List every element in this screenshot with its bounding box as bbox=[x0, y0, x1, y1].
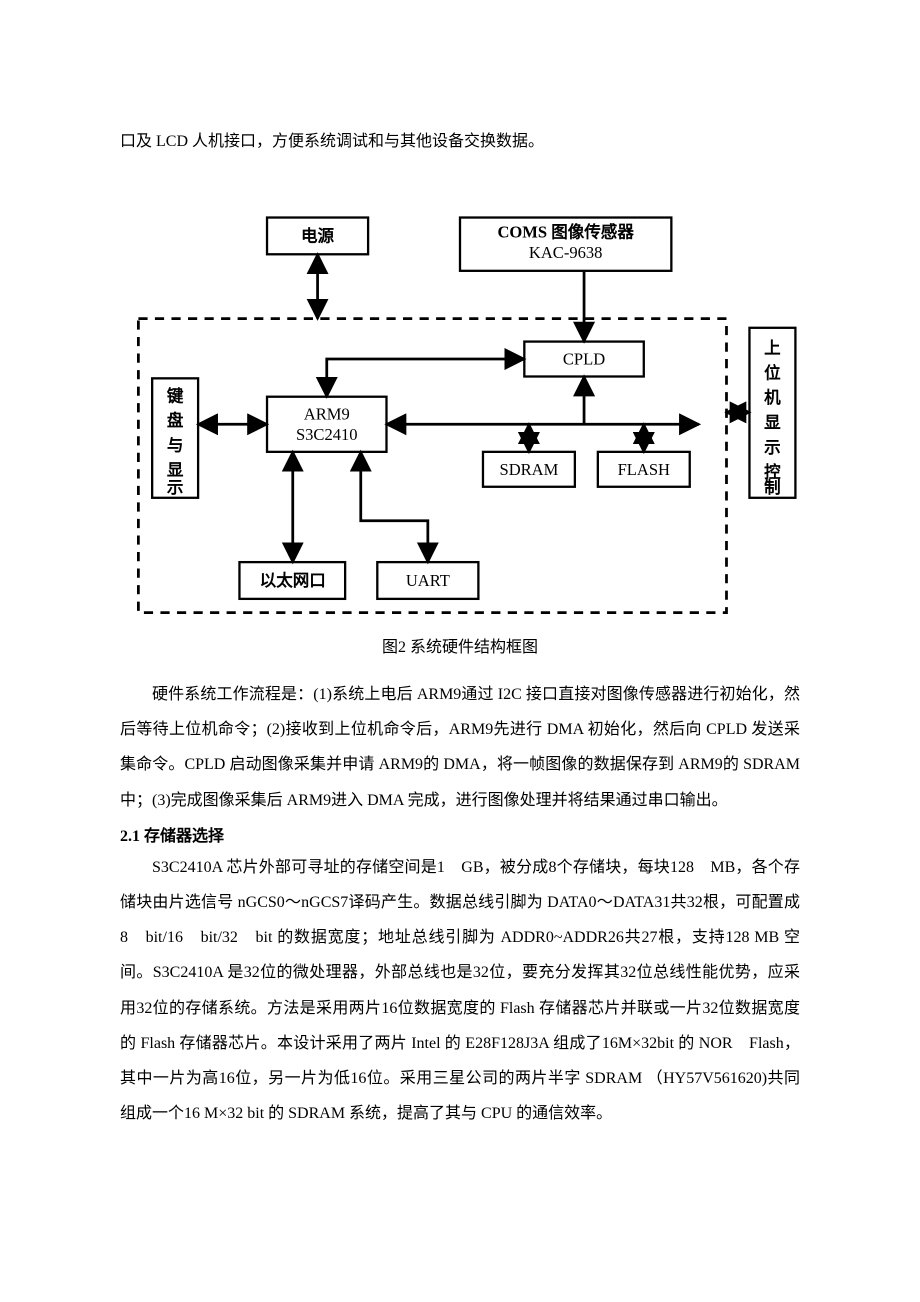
diagram-svg: 电源 COMS 图像传感器 KAC-9638 CPLD 上 位 机 显 示 控 … bbox=[120, 198, 800, 623]
intro-line: 口及 LCD 人机接口，方便系统调试和与其他设备交换数据。 bbox=[120, 126, 800, 158]
host-c4: 显 bbox=[764, 413, 781, 432]
arm9-line2: S3C2410 bbox=[296, 425, 358, 444]
arm9-line1: ARM9 bbox=[304, 405, 350, 424]
sdram-label: SDRAM bbox=[500, 460, 559, 479]
host-c1: 上 bbox=[764, 339, 781, 358]
workflow-paragraph: 硬件系统工作流程是：(1)系统上电后 ARM9通过 I2C 接口直接对图像传感器… bbox=[120, 677, 800, 818]
arrow-cpld-arm9 bbox=[327, 359, 525, 397]
sensor-line1: COMS 图像传感器 bbox=[497, 222, 634, 242]
kb-c5: 示 bbox=[167, 478, 184, 497]
host-c2: 位 bbox=[764, 362, 781, 382]
sensor-line2: KAC-9638 bbox=[529, 243, 602, 262]
diagram-caption: 图2 系统硬件结构框图 bbox=[120, 633, 800, 657]
host-c5: 示 bbox=[764, 438, 781, 457]
kb-c3: 与 bbox=[167, 436, 184, 455]
arrow-arm9-uart bbox=[361, 452, 428, 562]
host-c3: 机 bbox=[764, 387, 781, 407]
flash-label: FLASH bbox=[618, 460, 670, 479]
cpld-label: CPLD bbox=[563, 350, 605, 369]
power-label: 电源 bbox=[301, 225, 335, 245]
kb-c4: 显 bbox=[167, 461, 184, 480]
host-c7: 制 bbox=[764, 477, 781, 497]
uart-label: UART bbox=[406, 571, 450, 590]
ethernet-label: 以太网口 bbox=[260, 570, 326, 590]
kb-c2: 盘 bbox=[167, 410, 184, 430]
section-2-1-heading: 2.1 存储器选择 bbox=[120, 822, 800, 846]
document-page: 口及 LCD 人机接口，方便系统调试和与其他设备交换数据。 电源 COMS 图像… bbox=[0, 0, 920, 1302]
kb-c1: 键 bbox=[166, 385, 184, 405]
system-diagram: 电源 COMS 图像传感器 KAC-9638 CPLD 上 位 机 显 示 控 … bbox=[120, 198, 800, 623]
memory-paragraph: S3C2410A 芯片外部可寻址的存储空间是1 GB，被分成8个存储块，每块12… bbox=[120, 850, 800, 1132]
